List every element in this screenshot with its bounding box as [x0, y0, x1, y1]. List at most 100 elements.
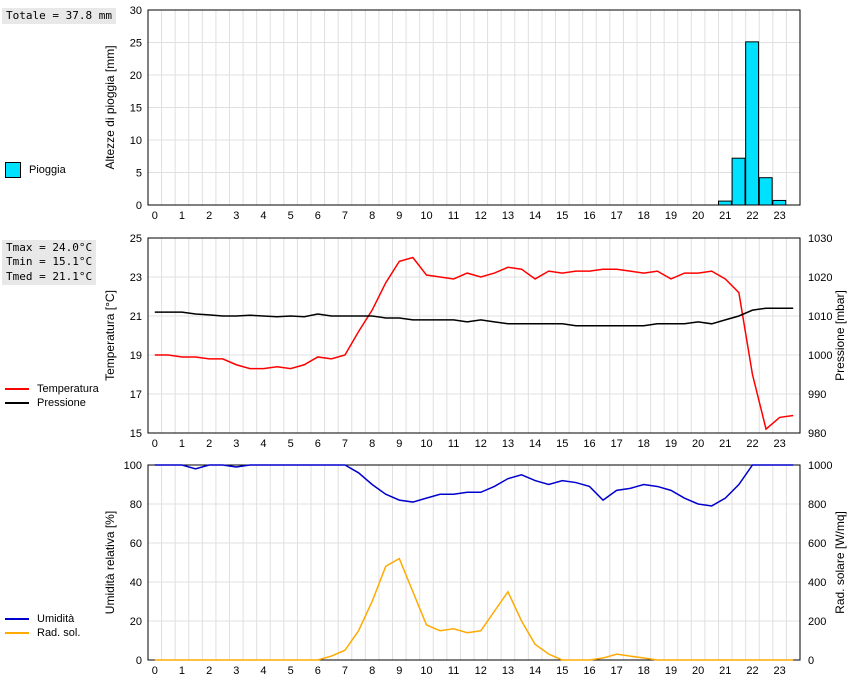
svg-text:1: 1: [179, 438, 185, 450]
svg-text:3: 3: [233, 438, 239, 450]
svg-text:2: 2: [206, 210, 212, 222]
svg-text:21: 21: [719, 210, 731, 222]
svg-text:6: 6: [315, 665, 321, 677]
svg-text:22: 22: [746, 210, 758, 222]
svg-text:18: 18: [638, 438, 650, 450]
svg-text:19: 19: [665, 210, 677, 222]
svg-text:15: 15: [556, 210, 568, 222]
svg-text:25: 25: [130, 38, 142, 50]
svg-text:13: 13: [502, 210, 514, 222]
svg-text:980: 980: [808, 428, 826, 440]
svg-text:990: 990: [808, 389, 826, 401]
svg-text:23: 23: [130, 272, 142, 284]
svg-text:4: 4: [260, 210, 266, 222]
svg-text:16: 16: [583, 665, 595, 677]
svg-text:12: 12: [475, 438, 487, 450]
svg-text:23: 23: [774, 438, 786, 450]
svg-text:60: 60: [130, 538, 142, 550]
svg-text:15: 15: [556, 665, 568, 677]
svg-text:1000: 1000: [808, 350, 832, 362]
svg-text:19: 19: [665, 665, 677, 677]
svg-text:7: 7: [342, 665, 348, 677]
svg-text:20: 20: [692, 210, 704, 222]
svg-text:13: 13: [502, 665, 514, 677]
svg-text:14: 14: [529, 210, 541, 222]
chart-canvas: 0510152025300123456789101112131415161718…: [0, 0, 860, 690]
svg-text:800: 800: [808, 499, 826, 511]
svg-text:20: 20: [692, 438, 704, 450]
svg-text:8: 8: [369, 210, 375, 222]
svg-text:14: 14: [529, 665, 541, 677]
svg-text:9: 9: [396, 665, 402, 677]
svg-text:2: 2: [206, 438, 212, 450]
svg-text:4: 4: [260, 438, 266, 450]
svg-text:23: 23: [774, 665, 786, 677]
svg-text:6: 6: [315, 210, 321, 222]
svg-text:17: 17: [611, 665, 623, 677]
svg-text:600: 600: [808, 538, 826, 550]
svg-text:80: 80: [130, 499, 142, 511]
svg-text:0: 0: [136, 200, 142, 212]
svg-text:0: 0: [152, 210, 158, 222]
svg-text:5: 5: [288, 210, 294, 222]
svg-text:7: 7: [342, 210, 348, 222]
svg-text:Umidità relativa [%]: Umidità relativa [%]: [103, 511, 117, 614]
svg-text:12: 12: [475, 210, 487, 222]
svg-text:8: 8: [369, 665, 375, 677]
svg-text:10: 10: [420, 210, 432, 222]
svg-text:12: 12: [475, 665, 487, 677]
svg-text:20: 20: [130, 616, 142, 628]
svg-text:100: 100: [124, 460, 142, 472]
svg-text:10: 10: [130, 135, 142, 147]
svg-text:10: 10: [420, 438, 432, 450]
svg-text:6: 6: [315, 438, 321, 450]
svg-text:25: 25: [130, 233, 142, 245]
svg-text:0: 0: [152, 438, 158, 450]
svg-text:21: 21: [719, 665, 731, 677]
svg-text:20: 20: [130, 70, 142, 82]
svg-text:Temperatura [°C]: Temperatura [°C]: [103, 290, 117, 381]
svg-text:9: 9: [396, 438, 402, 450]
svg-text:19: 19: [130, 350, 142, 362]
svg-text:5: 5: [136, 168, 142, 180]
svg-text:23: 23: [774, 210, 786, 222]
svg-text:2: 2: [206, 665, 212, 677]
svg-text:30: 30: [130, 5, 142, 17]
svg-text:15: 15: [130, 103, 142, 115]
svg-text:9: 9: [396, 210, 402, 222]
svg-text:17: 17: [611, 438, 623, 450]
svg-text:15: 15: [130, 428, 142, 440]
svg-text:17: 17: [130, 389, 142, 401]
svg-text:11: 11: [448, 210, 459, 222]
svg-text:7: 7: [342, 438, 348, 450]
svg-text:1: 1: [179, 210, 185, 222]
svg-text:18: 18: [638, 665, 650, 677]
svg-text:21: 21: [719, 438, 731, 450]
svg-text:16: 16: [583, 210, 595, 222]
svg-text:14: 14: [529, 438, 541, 450]
svg-text:0: 0: [808, 655, 814, 667]
svg-text:19: 19: [665, 438, 677, 450]
svg-text:Rad. solare [W/mq]: Rad. solare [W/mq]: [833, 511, 847, 614]
svg-text:5: 5: [288, 665, 294, 677]
svg-text:10: 10: [420, 665, 432, 677]
svg-text:11: 11: [448, 438, 459, 450]
svg-text:4: 4: [260, 665, 266, 677]
svg-text:0: 0: [136, 655, 142, 667]
svg-text:200: 200: [808, 616, 826, 628]
svg-text:1010: 1010: [808, 311, 832, 323]
svg-text:18: 18: [638, 210, 650, 222]
svg-text:3: 3: [233, 665, 239, 677]
svg-text:3: 3: [233, 210, 239, 222]
svg-text:8: 8: [369, 438, 375, 450]
svg-text:16: 16: [583, 438, 595, 450]
svg-text:15: 15: [556, 438, 568, 450]
svg-text:40: 40: [130, 577, 142, 589]
svg-text:1030: 1030: [808, 233, 832, 245]
svg-text:11: 11: [448, 665, 459, 677]
svg-text:17: 17: [611, 210, 623, 222]
svg-text:Pressione [mbar]: Pressione [mbar]: [833, 290, 847, 381]
svg-text:22: 22: [746, 665, 758, 677]
svg-text:Altezze di pioggia [mm]: Altezze di pioggia [mm]: [103, 45, 117, 169]
svg-text:0: 0: [152, 665, 158, 677]
